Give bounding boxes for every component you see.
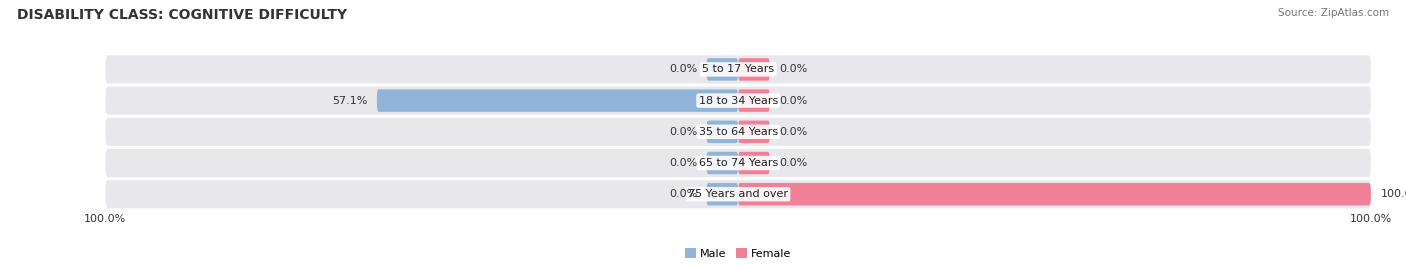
Text: 0.0%: 0.0% [779, 127, 807, 137]
Text: 0.0%: 0.0% [669, 189, 697, 199]
Text: 75 Years and over: 75 Years and over [688, 189, 789, 199]
FancyBboxPatch shape [707, 121, 738, 143]
Text: 35 to 64 Years: 35 to 64 Years [699, 127, 778, 137]
Text: 0.0%: 0.0% [669, 158, 697, 168]
Text: 18 to 34 Years: 18 to 34 Years [699, 95, 778, 106]
Text: Source: ZipAtlas.com: Source: ZipAtlas.com [1278, 8, 1389, 18]
Text: 0.0%: 0.0% [669, 64, 697, 75]
FancyBboxPatch shape [707, 58, 738, 81]
FancyBboxPatch shape [105, 149, 1371, 177]
Text: 57.1%: 57.1% [332, 95, 367, 106]
FancyBboxPatch shape [105, 87, 1371, 115]
FancyBboxPatch shape [738, 58, 770, 81]
FancyBboxPatch shape [738, 121, 770, 143]
FancyBboxPatch shape [105, 118, 1371, 146]
FancyBboxPatch shape [707, 152, 738, 174]
FancyBboxPatch shape [738, 89, 770, 112]
FancyBboxPatch shape [738, 183, 1371, 206]
Text: DISABILITY CLASS: COGNITIVE DIFFICULTY: DISABILITY CLASS: COGNITIVE DIFFICULTY [17, 8, 347, 22]
Text: 0.0%: 0.0% [669, 127, 697, 137]
Text: 0.0%: 0.0% [779, 95, 807, 106]
Legend: Male, Female: Male, Female [681, 244, 796, 264]
Text: 100.0%: 100.0% [1381, 189, 1406, 199]
Text: 0.0%: 0.0% [779, 158, 807, 168]
FancyBboxPatch shape [377, 89, 738, 112]
FancyBboxPatch shape [105, 180, 1371, 208]
Text: 0.0%: 0.0% [779, 64, 807, 75]
FancyBboxPatch shape [738, 152, 770, 174]
Text: 65 to 74 Years: 65 to 74 Years [699, 158, 778, 168]
FancyBboxPatch shape [105, 55, 1371, 83]
Text: 5 to 17 Years: 5 to 17 Years [702, 64, 775, 75]
FancyBboxPatch shape [707, 183, 738, 206]
